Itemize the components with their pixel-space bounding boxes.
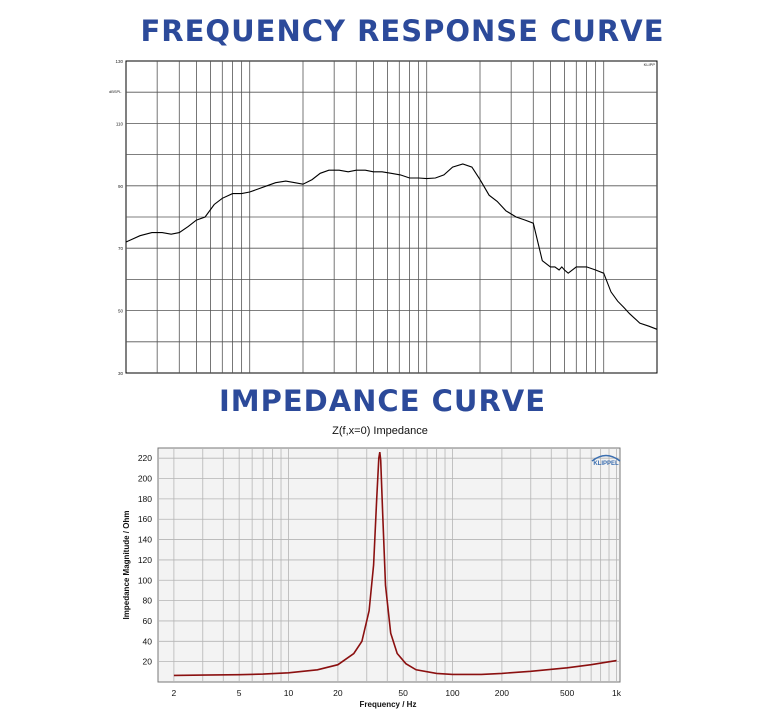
imp-plot-frame (157, 447, 621, 683)
imp-chart-title: Z(f,x=0) Impedance (332, 425, 428, 437)
imp-y-tick-label: 100 (138, 575, 152, 585)
imp-y-tick-label: 200 (138, 474, 152, 484)
klippel-logo: KLIPPEL (591, 454, 621, 467)
imp-y-ticks: 20 40 60 80 100 120 140 160 180 200 220 (138, 453, 152, 666)
imp-y-tick-label: 120 (138, 555, 152, 565)
klippel-logo-text: KLIPPEL (593, 461, 619, 467)
fr-corner-label: KLIPP (644, 62, 656, 67)
fr-y-tick-label: 50 (118, 309, 124, 314)
fr-y-tick-label: 110 (116, 121, 124, 126)
imp-x-tick-label: 5 (237, 688, 242, 698)
fr-y-tick-label: 90 (118, 184, 124, 189)
fr-y-tick-label: 130 (115, 59, 123, 64)
fr-y-axis-label: dBSPL (109, 89, 122, 94)
imp-x-ticks: 2 5 10 20 50 100 200 500 1k (172, 688, 622, 698)
frequency-response-chart: 130 110 90 70 50 30 dBSPL KLIPP (109, 59, 658, 376)
imp-y-tick-label: 80 (143, 596, 153, 606)
imp-series-line (173, 451, 617, 677)
imp-x-tick-label: 2 (172, 688, 177, 698)
imp-x-tick-label: 10 (284, 688, 294, 698)
imp-y-tick-label: 60 (143, 616, 153, 626)
frequency-response-heading: FREQUENCY RESPONSE CURVE (140, 14, 665, 48)
imp-x-axis-label: Frequency / Hz (360, 700, 417, 709)
fr-grid (126, 61, 657, 373)
imp-x-tick-label: 200 (495, 688, 509, 698)
imp-y-tick-label: 40 (143, 636, 153, 646)
imp-x-tick-label: 1k (612, 688, 622, 698)
fr-y-tick-label: 30 (118, 371, 124, 376)
imp-y-tick-label: 20 (143, 657, 153, 667)
impedance-heading: IMPEDANCE CURVE (218, 384, 547, 418)
imp-y-tick-label: 140 (138, 535, 152, 545)
imp-y-tick-label: 220 (138, 453, 152, 463)
impedance-chart: Z(f,x=0) Impedance 20 40 60 80 100 120 140 160 1… (122, 425, 622, 709)
imp-x-tick-label: 500 (560, 688, 574, 698)
imp-x-tick-label: 100 (445, 688, 459, 698)
imp-grid (158, 448, 620, 682)
klippel-logo-arc (591, 454, 621, 462)
imp-y-tick-label: 160 (138, 514, 152, 524)
fr-series-line (125, 163, 658, 330)
fr-y-ticks: 130 110 90 70 50 30 (115, 59, 123, 376)
imp-x-tick-label: 20 (333, 688, 343, 698)
imp-y-tick-label: 180 (138, 494, 152, 504)
fr-y-tick-label: 70 (118, 246, 124, 251)
imp-y-axis-label: Impedance Magnitude / Ohm (122, 511, 131, 620)
imp-x-tick-label: 50 (398, 688, 408, 698)
